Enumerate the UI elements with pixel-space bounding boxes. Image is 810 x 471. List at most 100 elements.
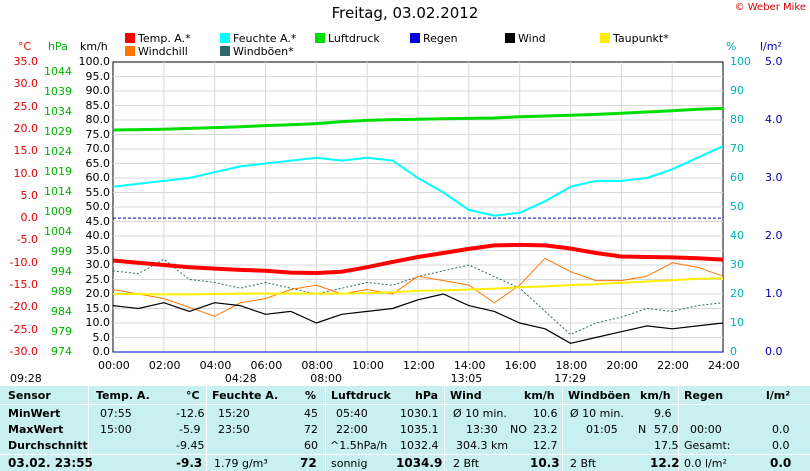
wind-tick-label: 15.0 — [85, 301, 111, 315]
rain-axis-unit: l/m² — [760, 40, 782, 53]
max-wind-dir: NO — [510, 423, 527, 436]
wind-tick-label: 60.0 — [85, 171, 111, 184]
time-tick-label: 04:00 — [199, 359, 232, 372]
current-wind-value: 10.3 — [530, 456, 560, 470]
temp-tick-label: 0.0 — [20, 211, 39, 225]
wind-tick-label: 5.0 — [92, 330, 111, 344]
max-gust-value: 57.0 — [654, 423, 679, 436]
avg-press-trend: ^1.5hPa/h — [330, 439, 388, 452]
legend-rain[interactable]: Regen — [410, 32, 458, 45]
legend-swatch — [600, 33, 610, 43]
avg-rain-value: 0.0 — [772, 439, 790, 452]
humidity-tick-label: 100 — [730, 55, 751, 68]
wind-tick-label: 100.0 — [78, 55, 111, 68]
wind-tick-label: 25.0 — [85, 272, 111, 286]
pressure-tick-label: 1039 — [44, 85, 72, 98]
pressure-tick-label: 979 — [51, 325, 72, 338]
header-temp-unit: °C — [186, 389, 200, 402]
header-gust-unit: km/h — [640, 389, 671, 402]
pressure-tick-label: 1014 — [44, 185, 72, 198]
header-gust: Windböen — [568, 389, 631, 402]
temp-tick-label: 15.0 — [13, 144, 39, 158]
pressure-tick-label: 999 — [51, 245, 72, 258]
legend-wind[interactable]: Wind — [505, 32, 546, 45]
max-rain-time: 00:00 — [690, 423, 722, 436]
header-wind-unit: km/h — [524, 389, 555, 402]
max-hum-time: 23:50 — [218, 423, 250, 436]
max-press-value: 1035.1 — [400, 423, 439, 436]
max-temp-value: -5.9 — [179, 423, 201, 436]
humidity-tick-label: 30 — [730, 258, 744, 271]
wind-tick-label: 95.0 — [85, 69, 111, 83]
wind-tick-label: 65.0 — [85, 156, 111, 170]
sun-mark-label: 17:29 — [554, 372, 586, 385]
series-line-feuchte-a — [112, 145, 724, 217]
min-wind-value: 10.6 — [533, 407, 558, 420]
wind-axis-unit: km/h — [80, 40, 108, 53]
avg-rain-label: Gesamt: — [684, 439, 731, 452]
sun-mark-label: 13:05 — [450, 372, 483, 385]
time-tick-label: 20:00 — [606, 359, 639, 372]
statistics-table: Sensor Temp. A. °C Feuchte A. % Luftdruc… — [0, 386, 810, 471]
legend-swatch — [220, 46, 230, 56]
weather-chart — [112, 61, 724, 353]
pressure-tick-label: 1034 — [44, 105, 72, 118]
time-tick-label: 12:00 — [403, 359, 435, 372]
sun-mark-label: 04:28 — [224, 372, 257, 385]
max-hum-value: 72 — [304, 423, 318, 436]
humidity-tick-label: 50 — [730, 200, 744, 213]
legend-swatch — [410, 33, 420, 43]
legend-pressure[interactable]: Luftdruck — [315, 32, 380, 45]
legend-swatch — [315, 33, 325, 43]
legend-temp[interactable]: Temp. A.* — [125, 32, 191, 45]
legend-gusts[interactable]: Windböen* — [220, 45, 294, 58]
avg-press-value: 1032.4 — [400, 439, 439, 452]
legend-label: Feuchte A.* — [233, 32, 297, 45]
legend-label: Windböen* — [233, 45, 294, 58]
page-title: Freitag, 03.02.2012 — [331, 4, 479, 22]
min-press-time: 05:40 — [336, 407, 368, 420]
copyright-link[interactable]: © Weber Mike — [734, 2, 806, 13]
humidity-tick-label: 10 — [730, 316, 744, 329]
legend-label: Taupunkt* — [613, 32, 669, 45]
max-rain-value: 0.0 — [772, 423, 790, 436]
pressure-axis-unit: hPa — [48, 40, 68, 53]
legend-label: Luftdruck — [328, 32, 380, 45]
pressure-tick-label: 984 — [51, 305, 72, 318]
header-rain: Regen — [684, 389, 724, 402]
temp-tick-label: 5.0 — [20, 188, 39, 202]
max-wind-time: 13:30 — [466, 423, 498, 436]
legend-swatch — [125, 33, 135, 43]
current-wind-bft: 2 Bft — [453, 457, 480, 470]
temp-tick-label: -20.0 — [9, 300, 38, 314]
avg-temp-value: -9.45 — [176, 439, 205, 452]
pressure-tick-label: 974 — [51, 345, 72, 358]
legend-humidity[interactable]: Feuchte A.* — [220, 32, 296, 45]
humidity-tick-label: 20 — [730, 287, 744, 300]
header-humidity-unit: % — [305, 389, 317, 402]
max-temp-time: 15:00 — [100, 423, 132, 436]
current-gust-value: 12.2 — [650, 456, 680, 470]
wind-tick-label: 90.0 — [85, 84, 111, 97]
rain-tick-label: 5.0 — [765, 55, 783, 68]
legend-dewpoint[interactable]: Taupunkt* — [600, 32, 669, 45]
current-timestamp: 03.02. 23:55 — [8, 456, 93, 470]
legend-windchill[interactable]: Windchill — [125, 45, 188, 58]
wind-tick-label: 30.0 — [85, 258, 111, 271]
time-tick-label: 22:00 — [657, 359, 689, 372]
legend-label: Windchill — [138, 45, 188, 58]
temp-tick-label: -10.0 — [9, 255, 38, 269]
rain-tick-label: 3.0 — [765, 171, 783, 184]
rain-tick-label: 2.0 — [765, 229, 783, 242]
time-tick-label: 16:00 — [504, 359, 537, 372]
pressure-tick-label: 1004 — [44, 225, 72, 238]
time-tick-label: 00:00 — [98, 359, 130, 372]
time-tick-label: 24:00 — [708, 359, 740, 372]
avg-hum-value: 60 — [304, 439, 318, 452]
wind-tick-label: 45.0 — [85, 214, 111, 228]
max-gust-time: 01:05 — [586, 423, 618, 436]
wind-tick-label: 70.0 — [85, 142, 111, 155]
temp-tick-label: 35.0 — [13, 55, 39, 68]
temp-tick-label: 30.0 — [13, 77, 39, 91]
pressure-tick-label: 989 — [51, 285, 72, 298]
